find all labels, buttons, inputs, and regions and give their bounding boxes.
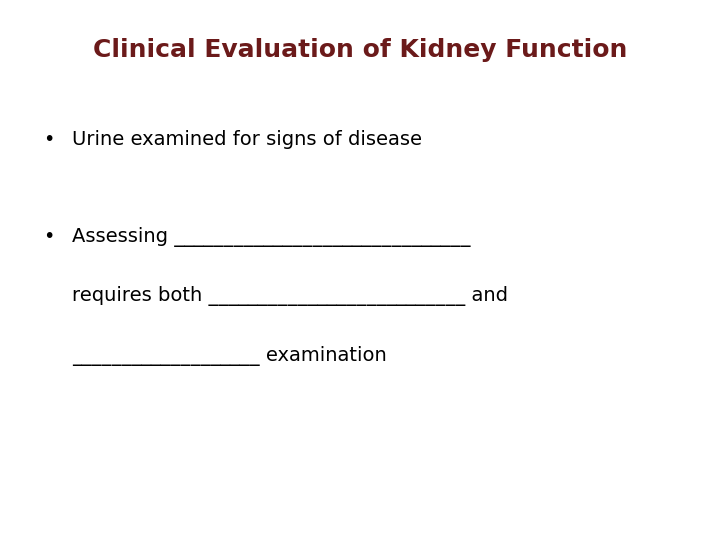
Text: Assessing ______________________________: Assessing ______________________________: [72, 227, 470, 247]
Text: •: •: [43, 130, 55, 148]
Text: Urine examined for signs of disease: Urine examined for signs of disease: [72, 130, 422, 148]
Text: ___________________ examination: ___________________ examination: [72, 346, 387, 366]
Text: •: •: [43, 227, 55, 246]
Text: Clinical Evaluation of Kidney Function: Clinical Evaluation of Kidney Function: [93, 38, 627, 62]
Text: requires both __________________________ and: requires both __________________________…: [72, 286, 508, 306]
